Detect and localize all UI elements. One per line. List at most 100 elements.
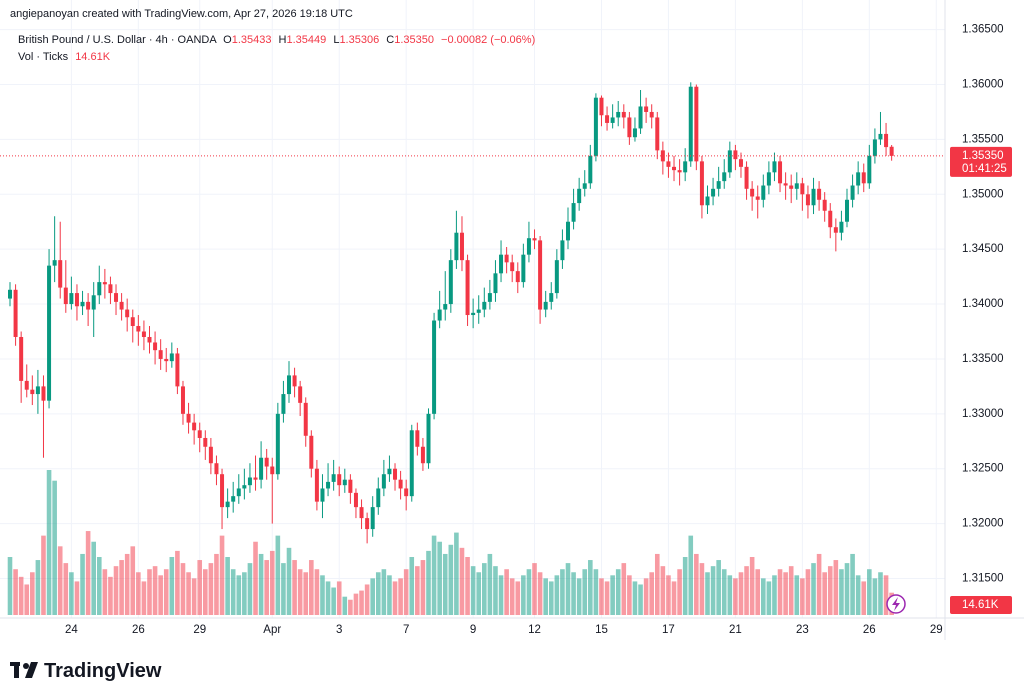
candle-body [242, 485, 247, 489]
candle-body [86, 301, 91, 310]
volume-bar [370, 578, 375, 615]
candle-body [699, 161, 704, 206]
candle-body [850, 185, 855, 200]
candle-body [599, 97, 604, 116]
volume-bar [833, 560, 839, 615]
volume-bar [576, 578, 582, 615]
candle-body [443, 304, 448, 310]
volume-bar [108, 576, 113, 615]
candle-body [889, 146, 894, 156]
volume-bar [504, 569, 509, 615]
volume-bar [320, 575, 325, 615]
volume-bar [476, 572, 482, 615]
volume-bar [353, 593, 359, 615]
volume-bar [454, 532, 459, 615]
low-value: 1.35306 [339, 34, 379, 46]
candle-body [672, 166, 677, 171]
candle-body [649, 111, 654, 118]
volume-bar [721, 569, 727, 615]
volume-bar [699, 563, 705, 615]
volume-bar [230, 569, 236, 615]
volume-bar [96, 557, 102, 615]
candle-body [247, 477, 252, 486]
candle-body [91, 295, 96, 310]
candle-body [114, 293, 119, 302]
candle-body [605, 115, 610, 123]
candle-body [437, 309, 442, 321]
volume-bar [426, 550, 431, 615]
volume-bar [827, 566, 833, 615]
candle-body [359, 507, 364, 519]
candle-body [376, 488, 381, 508]
volume-bar [482, 563, 487, 615]
volume-bar [677, 569, 682, 615]
candle-body [158, 350, 163, 359]
candle-body [58, 260, 63, 288]
volume-bar [152, 566, 158, 615]
volume-bar [281, 563, 286, 615]
volume-bar [124, 553, 130, 615]
candle-body [169, 353, 174, 362]
candle-body [454, 232, 459, 261]
volume-bar [883, 575, 889, 615]
candle-body [214, 463, 219, 475]
candle-body [326, 481, 331, 489]
candle-body [738, 159, 743, 167]
volume-bar [509, 578, 515, 615]
volume-bar [314, 569, 320, 615]
candle-body [225, 501, 230, 508]
candle-body [47, 265, 52, 401]
candle-body [147, 336, 152, 343]
y-tick-label: 1.34500 [962, 243, 1004, 255]
candle-body [309, 435, 314, 469]
volume-bar [80, 553, 85, 615]
candle-body [52, 260, 57, 266]
volume-bar [375, 572, 381, 615]
logo-stem [14, 662, 19, 678]
volume-bar [554, 575, 560, 615]
candle-body [298, 386, 303, 403]
volume-bar [163, 569, 169, 615]
volume-bar [493, 566, 498, 615]
volume-bar [694, 553, 699, 615]
candle-body [337, 474, 342, 486]
candle-body [398, 479, 403, 489]
volume-bar [548, 581, 554, 615]
volume-bar [275, 535, 281, 615]
volume-bar [442, 553, 448, 615]
candle-body [582, 183, 587, 189]
candle-body [526, 238, 531, 255]
open-label: O [223, 34, 232, 46]
candle-body [878, 133, 883, 140]
candle-body [69, 293, 74, 305]
volume-bar [387, 575, 392, 615]
volume-bar [716, 560, 721, 615]
y-tick-label: 1.36000 [962, 79, 1004, 91]
candle-body [409, 430, 414, 497]
volume-bar [459, 547, 465, 615]
candle-body [370, 507, 375, 530]
volume-bar [359, 590, 364, 615]
watermark: angiepanoyan created with TradingView.co… [10, 8, 353, 20]
candle-body [532, 238, 537, 241]
candle-body [97, 282, 102, 296]
candle-body [543, 301, 548, 310]
volume-bar [755, 569, 761, 615]
candle-body [538, 240, 543, 310]
volume-bar [325, 581, 331, 615]
candle-body [727, 150, 732, 173]
volume-bar [420, 560, 426, 615]
candle-body [571, 203, 576, 222]
candle-body [521, 254, 526, 283]
x-tick-label: 17 [662, 624, 675, 636]
close-label: C [386, 34, 394, 46]
volume-bar [498, 575, 504, 615]
volume-bar [615, 569, 621, 615]
volume-bar [660, 566, 666, 615]
volume-bar [431, 535, 437, 615]
y-tick-label: 1.33000 [962, 408, 1004, 420]
candle-body [884, 133, 889, 148]
volume-bar [264, 560, 269, 615]
x-tick-label: 26 [863, 624, 876, 636]
